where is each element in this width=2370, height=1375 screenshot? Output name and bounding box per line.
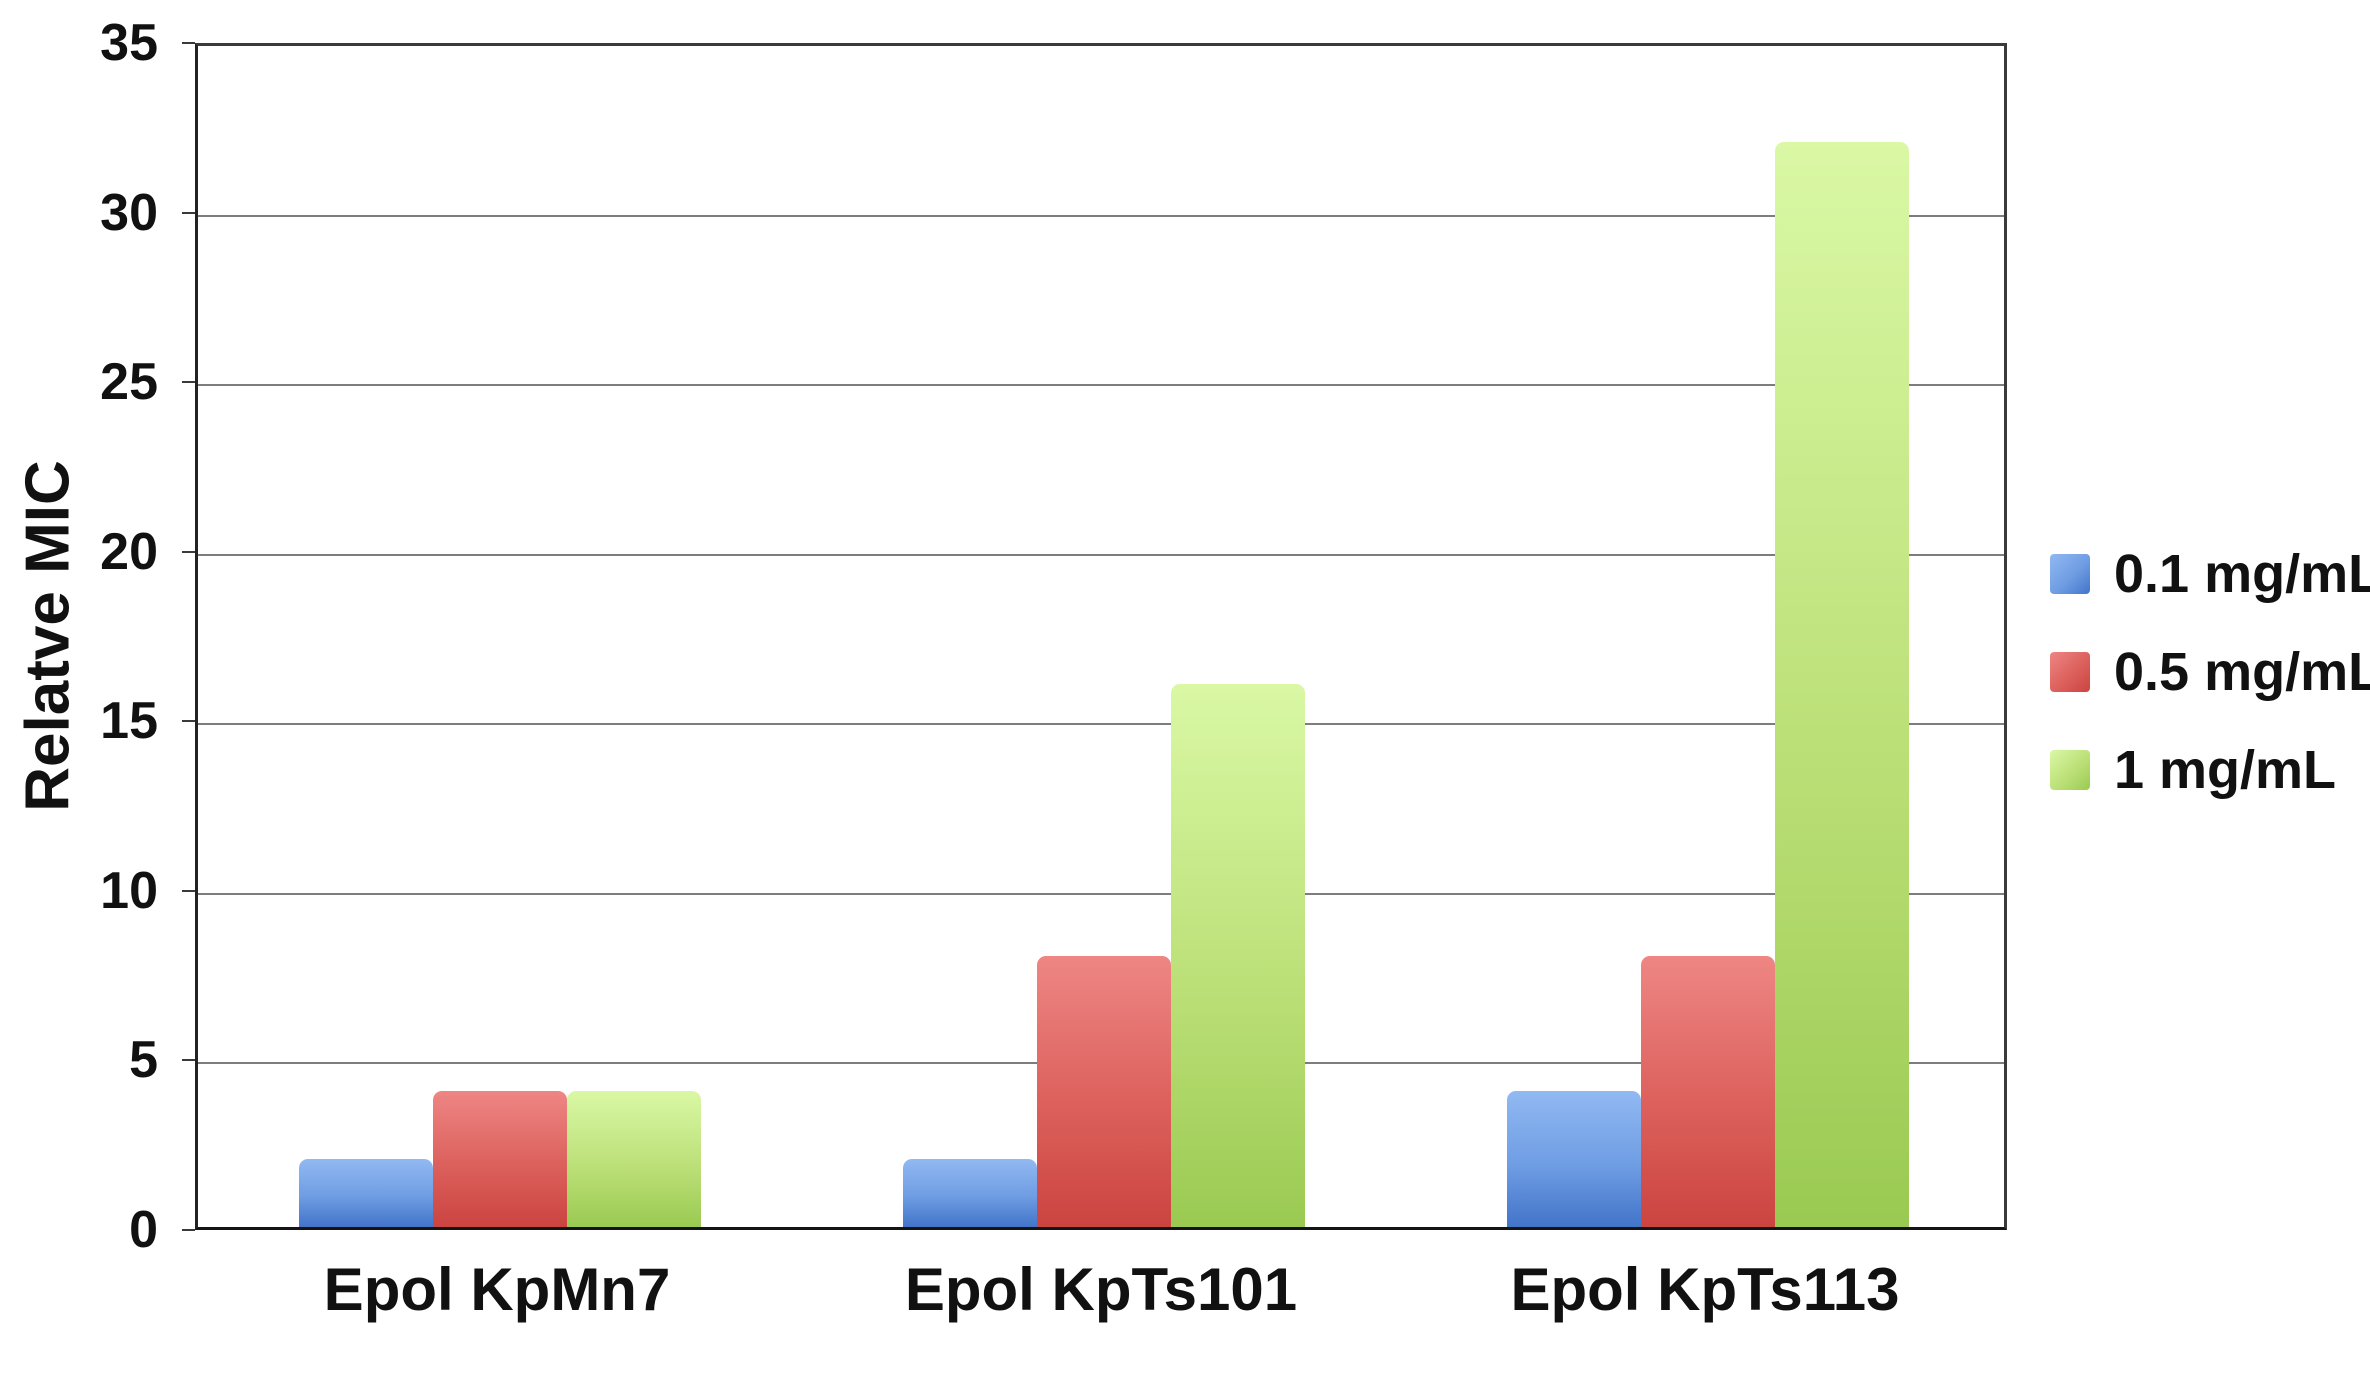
y-tick-label: 25 (100, 353, 158, 412)
y-tick-label: 15 (100, 692, 158, 751)
x-category-label: Epol KpTs101 (904, 1256, 1298, 1323)
y-tick-mark (182, 381, 195, 384)
gridline (198, 384, 2004, 387)
x-category-label: Epol KpMn7 (323, 1256, 671, 1323)
bar (567, 1091, 701, 1227)
legend-label: 1 mg/mL (2114, 740, 2337, 800)
gridline (198, 723, 2004, 726)
bar (433, 1091, 567, 1227)
legend: 0.1 mg/mL 0.5 mg/mL 1 mg/mL (2050, 543, 2370, 837)
bar (903, 1159, 1037, 1227)
legend-item: 0.1 mg/mL (2050, 543, 2370, 605)
x-category-label: Epol KpTs113 (1510, 1256, 1900, 1323)
bar (299, 1159, 433, 1227)
y-tick-mark (182, 889, 195, 892)
legend-item: 0.5 mg/mL (2050, 641, 2370, 703)
y-tick-mark (182, 550, 195, 553)
legend-label: 0.1 mg/mL (2114, 544, 2370, 604)
y-tick-mark (182, 211, 195, 214)
y-tick-label: 35 (100, 14, 158, 72)
gridline (198, 892, 2004, 895)
bar (1037, 955, 1171, 1227)
y-tick-label: 30 (100, 183, 158, 242)
legend-label: 0.5 mg/mL (2114, 642, 2370, 702)
legend-item: 1 mg/mL (2050, 739, 2370, 801)
gridline (198, 214, 2004, 217)
y-tick-mark (182, 1229, 195, 1231)
y-axis-title: Relatve MIC (13, 460, 83, 812)
bar (1171, 684, 1305, 1227)
y-tick-label: 20 (100, 522, 158, 581)
y-tick-label: 10 (100, 861, 158, 920)
bar (1507, 1091, 1641, 1227)
bar (1775, 141, 1909, 1227)
legend-swatch-0-5-mg-ml (2050, 652, 2090, 692)
y-tick-label: 0 (129, 1201, 158, 1259)
legend-swatch-0-1-mg-ml (2050, 554, 2090, 594)
legend-swatch-1-mg-ml (2050, 750, 2090, 790)
y-tick-mark (182, 42, 195, 44)
y-tick-mark (182, 720, 195, 723)
plot-area (195, 43, 2007, 1230)
y-tick-label: 5 (129, 1031, 158, 1090)
y-tick-mark (182, 1059, 195, 1062)
bar (1641, 955, 1775, 1227)
gridline (198, 553, 2004, 556)
